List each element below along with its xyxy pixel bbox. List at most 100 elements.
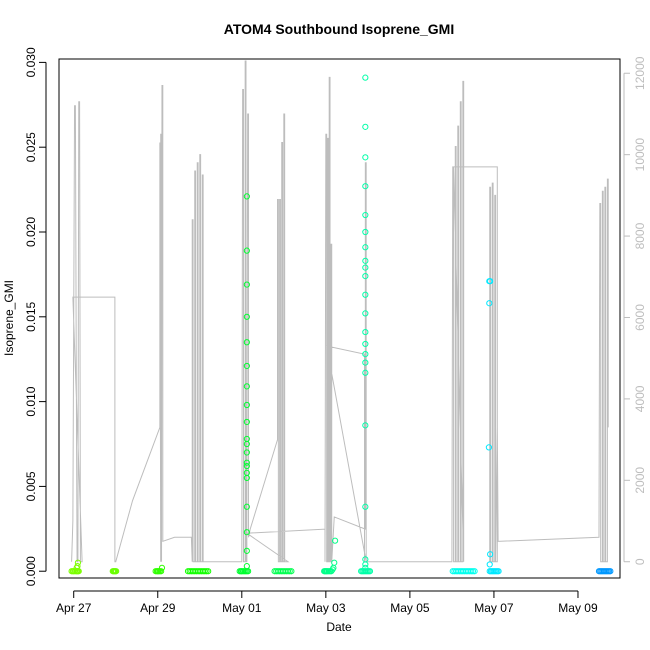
data-point xyxy=(243,362,250,370)
data-point xyxy=(362,556,369,563)
scatter-series xyxy=(321,537,339,575)
altitude-line xyxy=(71,60,609,563)
data-point xyxy=(366,568,374,575)
data-point xyxy=(607,568,614,575)
y-axis-label: Isoprene_GMI xyxy=(2,280,16,356)
y2-tick-label: 4000 xyxy=(633,385,647,412)
altitude-series xyxy=(71,60,609,563)
y-tick-label: 0.025 xyxy=(24,132,38,162)
y-tick-label: 0.015 xyxy=(24,301,38,331)
x-axis: Apr 27 Apr 29 May 01 May 03 May 05 May 07 May … xyxy=(56,590,598,615)
y-tick-label: 0.005 xyxy=(24,471,38,501)
x-tick-label: Apr 29 xyxy=(140,601,176,615)
y2-tick-label: 8000 xyxy=(633,222,647,249)
data-point xyxy=(243,281,250,288)
y-tick-label: 0.000 xyxy=(24,556,38,586)
data-point xyxy=(362,351,369,358)
data-point xyxy=(74,563,81,570)
x-tick-label: May 05 xyxy=(390,601,430,615)
data-point xyxy=(486,300,493,307)
data-point xyxy=(362,273,369,280)
data-point xyxy=(158,568,165,575)
data-point xyxy=(243,459,250,466)
data-point xyxy=(362,422,369,429)
x-tick-label: May 01 xyxy=(222,601,262,615)
data-point xyxy=(243,435,250,443)
data-point xyxy=(362,74,369,81)
data-point xyxy=(243,547,250,554)
y-tick-label: 0.010 xyxy=(24,386,38,416)
data-point xyxy=(243,503,250,510)
y-tick-label: 0.020 xyxy=(24,217,38,247)
scatter-series xyxy=(485,278,502,575)
data-point xyxy=(243,193,250,200)
scatter-series xyxy=(236,193,252,575)
data-point xyxy=(362,291,369,298)
y2-tick-label: 10000 xyxy=(633,138,647,172)
data-point xyxy=(487,551,494,558)
data-point xyxy=(205,568,212,575)
scatter-points xyxy=(68,74,614,575)
data-point xyxy=(362,154,369,161)
scatter-series xyxy=(68,559,82,575)
plot-frame xyxy=(58,58,621,579)
y-axis: 0.000 0.005 0.010 0.015 0.020 0.025 0.030 xyxy=(24,47,47,586)
y2-tick-label: 0 xyxy=(633,558,647,565)
data-point xyxy=(486,561,493,568)
data-point xyxy=(243,313,250,320)
scatter-series xyxy=(271,568,295,575)
data-point xyxy=(113,568,120,575)
data-point xyxy=(485,444,492,451)
x-tick-label: May 09 xyxy=(558,601,598,615)
data-point xyxy=(331,559,338,566)
chart-title: ATOM4 Southbound Isoprene_GMI xyxy=(224,21,454,37)
data-point xyxy=(362,564,369,571)
scatter-series xyxy=(595,568,614,575)
data-point xyxy=(362,369,369,376)
x-tick-label: May 03 xyxy=(306,601,346,615)
y-tick-label: 0.030 xyxy=(24,47,38,77)
data-point xyxy=(362,359,369,366)
data-point xyxy=(243,462,250,470)
scatter-series xyxy=(358,74,374,575)
data-point xyxy=(331,537,339,544)
data-point xyxy=(243,339,250,346)
y2-axis: 0 2000 4000 6000 8000 10000 12000 xyxy=(623,56,647,565)
data-point xyxy=(74,559,82,566)
x-axis-label: Date xyxy=(326,620,352,634)
data-point xyxy=(243,563,250,570)
scatter-series xyxy=(449,568,478,575)
data-point xyxy=(362,503,369,510)
data-point xyxy=(362,264,369,271)
data-point xyxy=(362,228,369,236)
y2-tick-label: 12000 xyxy=(633,56,647,90)
data-point xyxy=(471,568,478,575)
scatter-series xyxy=(109,568,120,575)
scatter-series xyxy=(152,564,166,575)
data-point xyxy=(243,383,250,390)
data-point xyxy=(243,529,250,536)
data-point xyxy=(362,123,369,130)
x-tick-label: Apr 27 xyxy=(56,601,92,615)
data-point xyxy=(362,310,369,317)
data-point xyxy=(362,328,369,336)
y2-tick-label: 6000 xyxy=(633,304,647,331)
data-point xyxy=(362,340,369,348)
data-point xyxy=(288,568,295,575)
data-point xyxy=(158,564,166,571)
data-point xyxy=(243,449,250,456)
scatter-series xyxy=(184,568,212,575)
data-point xyxy=(243,247,250,254)
data-point xyxy=(243,401,250,409)
x-tick-label: May 07 xyxy=(474,601,514,615)
data-point xyxy=(362,183,369,190)
data-point xyxy=(495,568,502,575)
data-point xyxy=(362,244,369,251)
data-point xyxy=(362,257,369,264)
data-point xyxy=(362,211,369,219)
data-point xyxy=(487,278,494,285)
data-point xyxy=(243,418,250,426)
y2-tick-label: 2000 xyxy=(633,467,647,494)
data-point xyxy=(243,469,250,476)
